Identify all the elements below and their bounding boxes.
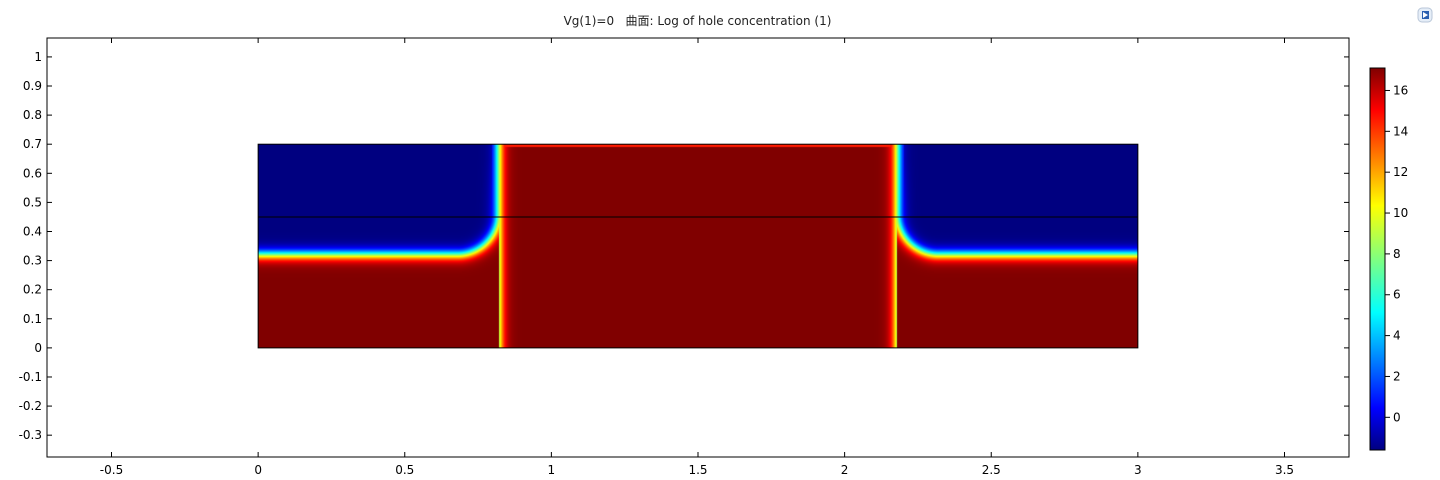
y-tick-label: 0.2 bbox=[23, 283, 42, 297]
x-tick-label: 0.5 bbox=[395, 463, 414, 477]
y-tick-label: -0.1 bbox=[19, 370, 42, 384]
plot-title: Vg(1)=0 曲面: Log of hole concentration (1… bbox=[563, 14, 832, 28]
x-tick-label: 2.5 bbox=[982, 463, 1001, 477]
colorbar-tick-label: 14 bbox=[1393, 124, 1408, 138]
colorbar-tick-label: 8 bbox=[1393, 247, 1401, 261]
heatmap-surface bbox=[258, 144, 1139, 349]
graphics-toolbar-icon[interactable] bbox=[1416, 6, 1434, 24]
domain-outline bbox=[257, 143, 1139, 349]
x-tick-label: -0.5 bbox=[100, 463, 123, 477]
colorbar-tick-label: 12 bbox=[1393, 165, 1408, 179]
y-tick-label: 0.6 bbox=[23, 166, 42, 180]
y-tick-label: 0.8 bbox=[23, 108, 42, 122]
x-axis-ticks: -0.5 0 0.5 1 1.5 2 2.5 3 3.5 bbox=[100, 38, 1294, 477]
y-tick-label: 0 bbox=[34, 341, 42, 355]
x-tick-label: 3 bbox=[1134, 463, 1142, 477]
colorbar-tick-label: 16 bbox=[1393, 83, 1408, 97]
y-tick-label: 0.4 bbox=[23, 224, 42, 238]
heatmap-image bbox=[258, 144, 1139, 349]
y-tick-label: 0.7 bbox=[23, 137, 42, 151]
colorbar-tick-label: 2 bbox=[1393, 369, 1401, 383]
colorbar-ticks: 16 14 12 10 8 6 4 2 0 bbox=[1385, 83, 1408, 424]
colorbar bbox=[1369, 67, 1386, 451]
x-tick-label: 2 bbox=[841, 463, 849, 477]
y-tick-label: 0.9 bbox=[23, 79, 42, 93]
colorbar-tick-label: 4 bbox=[1393, 329, 1401, 343]
y-tick-label: 0.3 bbox=[23, 254, 42, 268]
x-tick-label: 3.5 bbox=[1275, 463, 1294, 477]
y-axis-ticks: 1 0.9 0.8 0.7 0.6 0.5 0.4 0.3 0.2 0.1 0 -0.1 -0.2 -0.… bbox=[19, 50, 1349, 442]
colorbar-tick-label: 6 bbox=[1393, 288, 1401, 302]
y-tick-label: 1 bbox=[34, 50, 42, 64]
y-tick-label: 0.5 bbox=[23, 195, 42, 209]
y-tick-label: -0.2 bbox=[19, 399, 42, 413]
x-tick-label: 1 bbox=[548, 463, 556, 477]
colorbar-tick-label: 0 bbox=[1393, 410, 1401, 424]
y-tick-label: 0.1 bbox=[23, 312, 42, 326]
colorbar-tick-label: 10 bbox=[1393, 206, 1408, 220]
y-tick-label: -0.3 bbox=[19, 428, 42, 442]
x-tick-label: 0 bbox=[254, 463, 262, 477]
x-tick-label: 1.5 bbox=[688, 463, 707, 477]
